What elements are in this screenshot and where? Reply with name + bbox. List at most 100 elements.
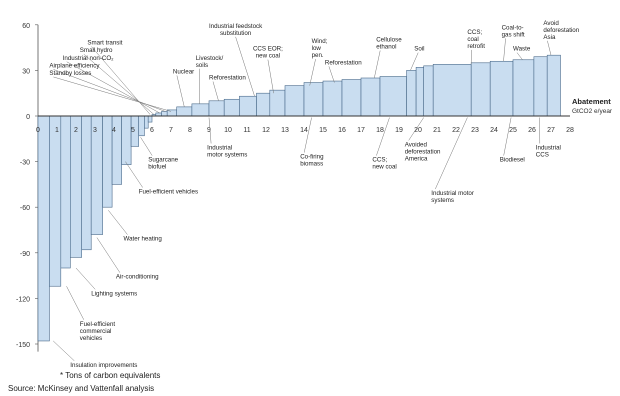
cost-bar xyxy=(415,67,425,117)
x-tick-label: 26 xyxy=(528,127,536,134)
annotation-label: Airplane efficiency xyxy=(49,62,100,69)
x-tick-label: 18 xyxy=(376,127,384,134)
cost-bar xyxy=(49,115,62,287)
annotation-label: ethanol xyxy=(376,44,396,51)
annotation-label: Soil xyxy=(414,46,424,53)
annotation-label: Industrial xyxy=(207,144,232,151)
cost-bar xyxy=(208,100,225,117)
x-tick-label: 5 xyxy=(131,127,135,134)
annotation-label: substitution xyxy=(220,30,252,37)
cost-bar xyxy=(489,60,514,117)
cost-bar xyxy=(191,103,210,117)
annotation-label: Industrial xyxy=(536,144,561,151)
cost-bar xyxy=(533,56,548,117)
annotation-label: new coal xyxy=(256,53,280,60)
cost-bar xyxy=(470,62,491,117)
cost-bar xyxy=(176,106,193,117)
annotation-leader xyxy=(328,66,335,83)
annotation-label: Nuclear xyxy=(173,68,194,75)
annotation-label: Industrial non-CO₂ xyxy=(63,55,114,62)
cost-bar xyxy=(102,115,113,208)
x-tick-label: 21 xyxy=(433,127,441,134)
x-tick-label: 20 xyxy=(414,127,422,134)
annotation-label: motor systems xyxy=(207,151,247,158)
annotation-label: vehicles xyxy=(80,335,102,342)
annotation-leader xyxy=(208,117,212,144)
annotation-leader xyxy=(435,117,468,190)
annotation-leader xyxy=(303,117,312,153)
x-tick-label: 14 xyxy=(300,127,308,134)
x-tick-label: 3 xyxy=(93,127,97,134)
annotation-label: CCS; xyxy=(372,157,387,164)
annotation-leader xyxy=(83,53,155,115)
annotation-leader xyxy=(176,75,185,107)
x-tick-label: 27 xyxy=(547,127,555,134)
annotation-label: Coal-to- xyxy=(502,24,524,31)
cost-bar xyxy=(161,111,168,117)
cost-bar xyxy=(406,70,417,117)
y-tick-label: -90 xyxy=(20,251,30,258)
annotation-leader xyxy=(267,59,274,94)
annotation-label: soils xyxy=(196,62,208,69)
x-tick-label: 9 xyxy=(207,127,211,134)
cost-bar xyxy=(341,79,362,117)
annotation-label: Livestock/ xyxy=(196,55,224,62)
x-tick-label: 16 xyxy=(338,127,346,134)
annotation-label: Cellulose xyxy=(376,37,402,44)
annotation-label: Lighting systems xyxy=(91,290,137,297)
annotation-label: Waste xyxy=(513,46,531,53)
cost-bar xyxy=(360,77,381,117)
annotation-label: coal xyxy=(467,36,478,43)
annotation-leader xyxy=(66,61,160,114)
x-tick-label: 19 xyxy=(395,127,403,134)
y-tick-label: 0 xyxy=(26,114,30,121)
x-tick-label: 24 xyxy=(490,127,498,134)
annotation-leader xyxy=(96,237,121,273)
annotation-leader xyxy=(53,340,75,361)
x-tick-label: 13 xyxy=(281,127,289,134)
annotation-label: Fuel-efficient xyxy=(80,321,116,328)
footnote: * Tons of carbon equivalents xyxy=(60,371,161,380)
annotation-label: Industrial motor xyxy=(431,190,474,197)
annotation-label: Co-firing xyxy=(300,154,324,161)
cost-bar xyxy=(512,59,535,117)
y-tick-label: -120 xyxy=(16,296,30,303)
annotation-leader xyxy=(516,52,523,60)
x-tick-label: 8 xyxy=(188,127,192,134)
annotation-label: Industrial feedstock xyxy=(209,23,263,30)
cost-bar xyxy=(546,54,561,117)
cost-bar xyxy=(269,89,286,117)
annotation-leader xyxy=(66,286,85,320)
annotation-leader xyxy=(125,161,143,188)
x-tick-label: 2 xyxy=(74,127,78,134)
annotation-label: CCS EOR; xyxy=(253,46,283,53)
x-tick-label: 25 xyxy=(509,127,517,134)
cost-bar xyxy=(322,80,343,117)
annotation-label: Avoided xyxy=(405,141,428,148)
x-tick-label: 1 xyxy=(55,127,59,134)
x-tick-label: 0 xyxy=(36,127,40,134)
y-tick-label: -60 xyxy=(20,205,30,212)
annotation-label: Air-conditioning xyxy=(116,274,159,281)
cost-bar xyxy=(223,98,240,117)
cost-bar xyxy=(70,115,83,258)
annotation-label: new coal xyxy=(372,164,396,171)
cost-bar xyxy=(379,76,407,117)
cost-bar xyxy=(239,95,257,117)
cost-bar xyxy=(147,115,153,123)
annotation-label: deforestation xyxy=(543,27,579,34)
annotation-leader xyxy=(374,50,381,79)
cost-bar xyxy=(284,85,305,117)
cost-bar xyxy=(303,82,324,117)
annotation-label: CCS; xyxy=(467,29,482,36)
annotation-leader xyxy=(140,137,153,156)
x-tick-label: 17 xyxy=(357,127,365,134)
x-tick-label: 7 xyxy=(169,127,173,134)
annotation-label: deforestation xyxy=(405,148,441,155)
annotation-label: Avoid xyxy=(543,20,559,27)
cost-bar xyxy=(121,115,132,165)
annotation-label: Smart transit xyxy=(87,40,122,47)
annotation-label: Asia xyxy=(543,34,556,41)
annotation-label: low xyxy=(312,45,322,52)
cost-bar xyxy=(144,115,149,129)
